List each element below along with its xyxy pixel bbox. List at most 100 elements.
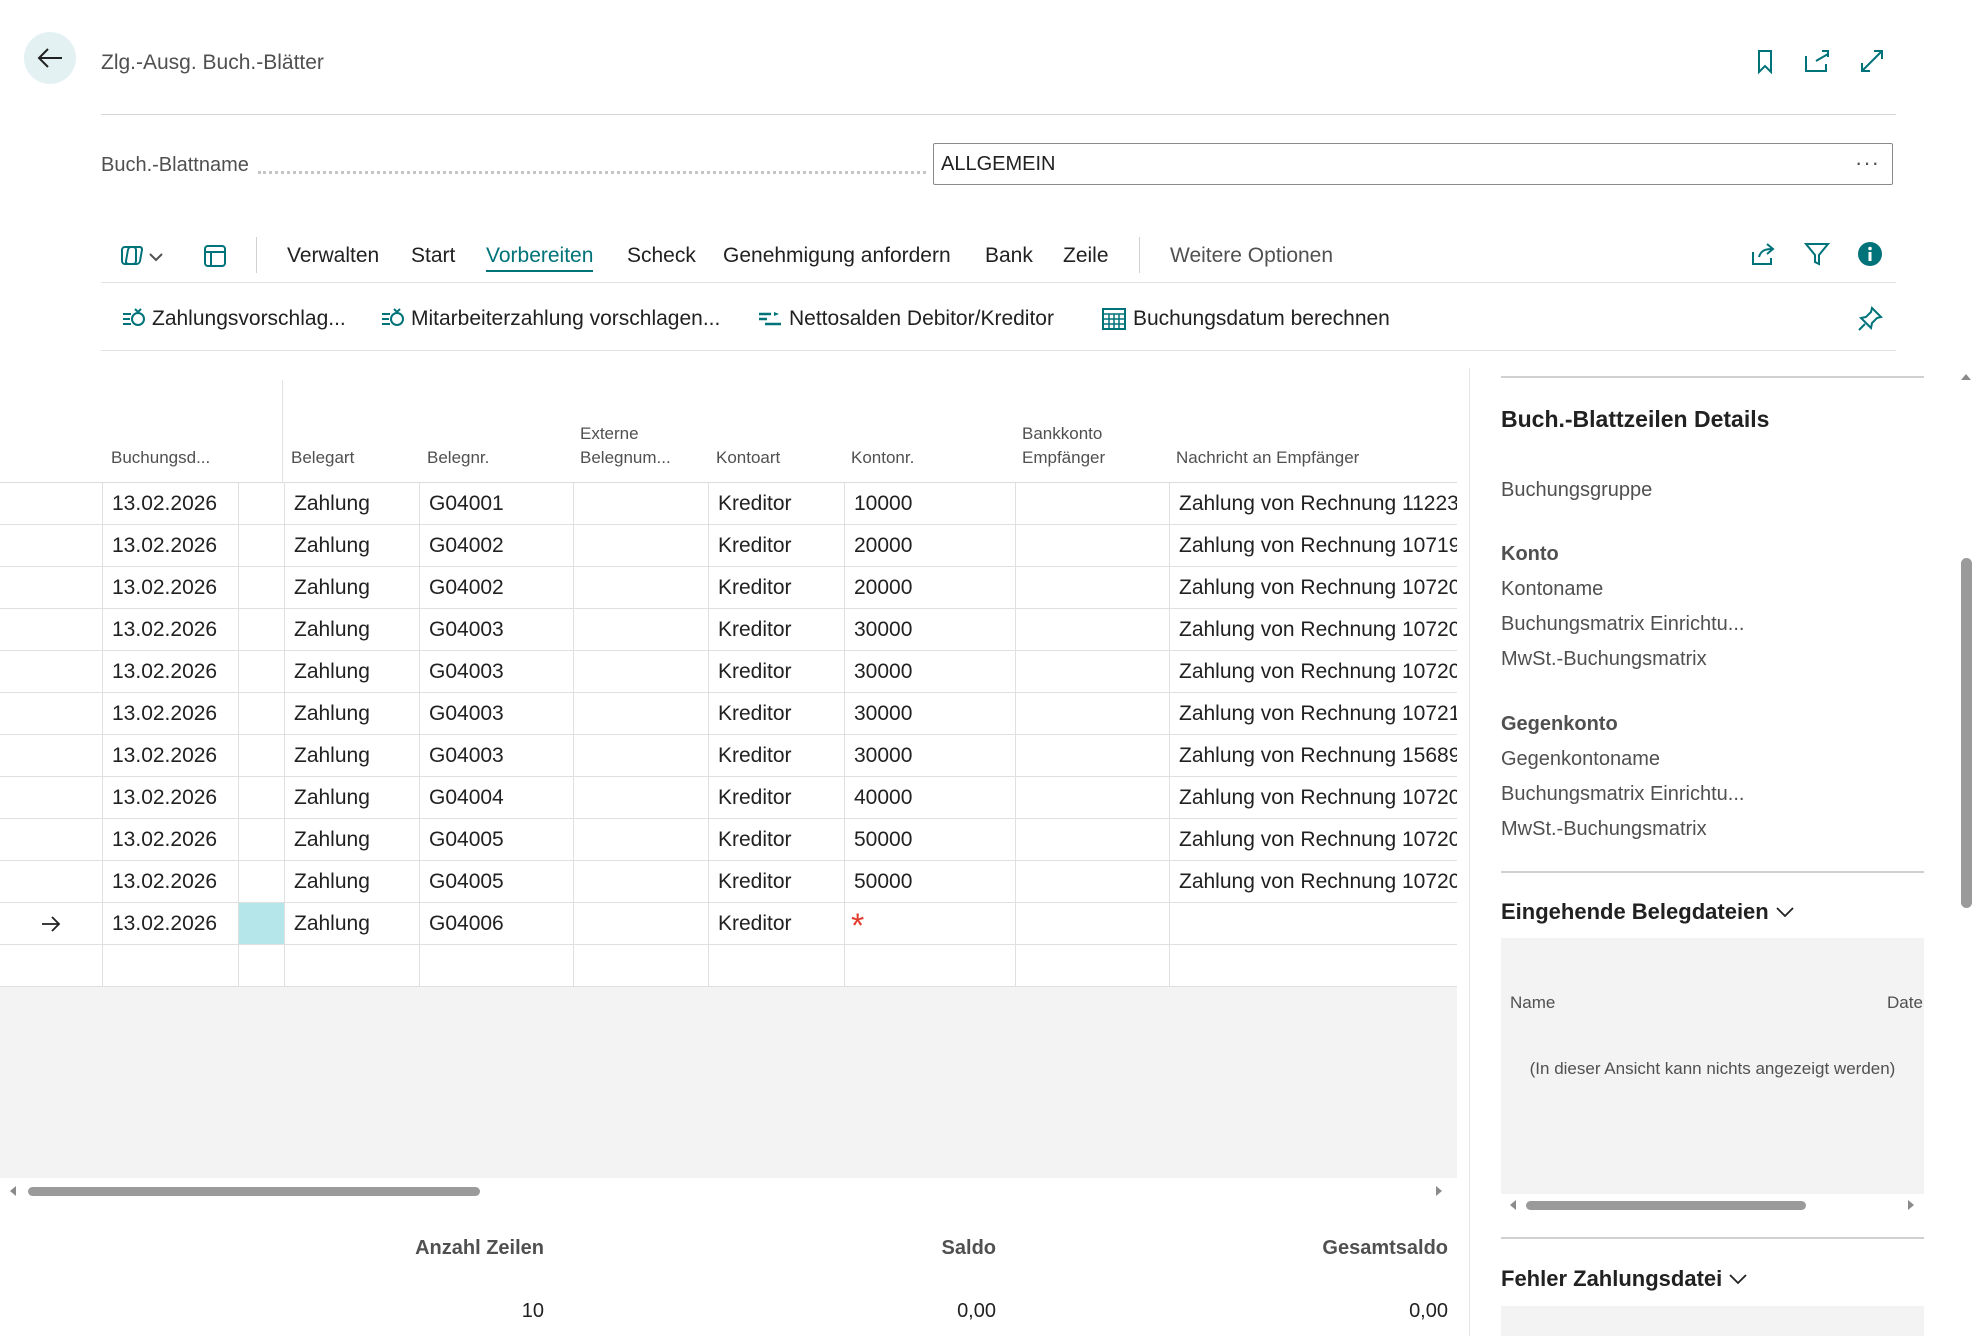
cell-type[interactable]: Zahlung: [284, 819, 419, 860]
cell-marker[interactable]: [238, 483, 284, 524]
cell-empty[interactable]: [284, 945, 419, 986]
cell-acctype[interactable]: Kreditor: [708, 777, 844, 818]
pin-icon[interactable]: [1856, 305, 1884, 333]
table-row[interactable]: 13.02.2026 Zahlung G04005 Kreditor 50000…: [0, 861, 1457, 903]
cell-marker[interactable]: [238, 861, 284, 902]
cell-acc[interactable]: 30000: [844, 735, 1015, 776]
cell-empty[interactable]: [844, 945, 1015, 986]
cell-doc[interactable]: G04003: [419, 693, 573, 734]
cell-acc[interactable]: 30000: [844, 609, 1015, 650]
cell-empty[interactable]: [573, 945, 708, 986]
col-kontoart[interactable]: Kontoart: [716, 448, 781, 467]
table-row[interactable]: 13.02.2026 Zahlung G04003 Kreditor 30000…: [0, 735, 1457, 777]
cell-bank[interactable]: [1015, 567, 1169, 608]
cell-marker[interactable]: [238, 693, 284, 734]
cell-empty[interactable]: [1169, 945, 1457, 986]
cell-doc[interactable]: G04003: [419, 735, 573, 776]
table-row[interactable]: 13.02.2026 Zahlung G04003 Kreditor 30000…: [0, 651, 1457, 693]
lookup-more-button[interactable]: ···: [1855, 150, 1880, 175]
cell-acc-required[interactable]: *: [844, 903, 1015, 944]
table-row[interactable]: 13.02.2026 Zahlung G04005 Kreditor 50000…: [0, 819, 1457, 861]
errors-section-header[interactable]: Fehler Zahlungsdatei: [1501, 1266, 1748, 1292]
table-row-current[interactable]: 13.02.2026 Zahlung G04006 Kreditor *: [0, 903, 1457, 945]
cell-extdoc[interactable]: [573, 567, 708, 608]
menu-more-options[interactable]: Weitere Optionen: [1170, 244, 1334, 267]
cell-acctype[interactable]: Kreditor: [708, 903, 844, 944]
cell-acctype[interactable]: Kreditor: [708, 819, 844, 860]
cell-type[interactable]: Zahlung: [284, 609, 419, 650]
cell-type[interactable]: Zahlung: [284, 483, 419, 524]
table-row[interactable]: 13.02.2026 Zahlung G04003 Kreditor 30000…: [0, 609, 1457, 651]
cell-marker[interactable]: [238, 651, 284, 692]
cell-bank[interactable]: [1015, 483, 1169, 524]
cell-acctype[interactable]: Kreditor: [708, 651, 844, 692]
cell-type[interactable]: Zahlung: [284, 651, 419, 692]
files-col-date[interactable]: Date: [1887, 993, 1923, 1012]
files-col-name[interactable]: Name: [1510, 993, 1556, 1012]
cell-date[interactable]: 13.02.2026: [102, 693, 238, 734]
cell-date[interactable]: 13.02.2026: [102, 777, 238, 818]
cell-acctype[interactable]: Kreditor: [708, 525, 844, 566]
cell-type[interactable]: Zahlung: [284, 525, 419, 566]
cell-extdoc[interactable]: [573, 735, 708, 776]
cell-date[interactable]: 13.02.2026: [102, 609, 238, 650]
cell-marker[interactable]: [238, 819, 284, 860]
cell-bank[interactable]: [1015, 735, 1169, 776]
cell-type[interactable]: Zahlung: [284, 861, 419, 902]
files-horizontal-scrollbar[interactable]: [1508, 1198, 1918, 1212]
open-new-window-icon[interactable]: [1802, 46, 1832, 76]
action-net-balances[interactable]: Nettosalden Debitor/Kreditor: [757, 306, 1054, 332]
cell-doc[interactable]: G04001: [419, 483, 573, 524]
menu-scheck[interactable]: Scheck: [627, 244, 696, 267]
col-buchungsdatum[interactable]: Buchungsd...: [111, 448, 211, 467]
cell-bank[interactable]: [1015, 903, 1169, 944]
cell-extdoc[interactable]: [573, 777, 708, 818]
menu-bank[interactable]: Bank: [985, 244, 1033, 267]
share-icon[interactable]: [1749, 240, 1777, 268]
cell-empty[interactable]: [1015, 945, 1169, 986]
cell-acc[interactable]: 40000: [844, 777, 1015, 818]
table-row[interactable]: 13.02.2026 Zahlung G04002 Kreditor 20000…: [0, 525, 1457, 567]
cell-empty[interactable]: [238, 945, 284, 986]
cell-doc[interactable]: G04002: [419, 525, 573, 566]
scrollbar-thumb[interactable]: [28, 1187, 480, 1196]
cell-date[interactable]: 13.02.2026: [102, 525, 238, 566]
cell-acc[interactable]: 50000: [844, 819, 1015, 860]
cell-extdoc[interactable]: [573, 861, 708, 902]
scroll-right-icon[interactable]: [1906, 1199, 1916, 1211]
table-row[interactable]: 13.02.2026 Zahlung G04004 Kreditor 40000…: [0, 777, 1457, 819]
expand-icon[interactable]: [1857, 46, 1887, 76]
cell-marker[interactable]: [238, 567, 284, 608]
cell-extdoc[interactable]: [573, 693, 708, 734]
cell-msg[interactable]: Zahlung von Rechnung 10720: [1169, 651, 1457, 692]
cell-date[interactable]: 13.02.2026: [102, 735, 238, 776]
cell-date[interactable]: 13.02.2026: [102, 651, 238, 692]
scrollbar-thumb[interactable]: [1961, 558, 1972, 908]
cell-acctype[interactable]: Kreditor: [708, 483, 844, 524]
cell-marker[interactable]: [238, 609, 284, 650]
cell-marker-selected[interactable]: [238, 903, 284, 944]
cell-msg[interactable]: Zahlung von Rechnung 10720: [1169, 861, 1457, 902]
info-icon[interactable]: [1856, 240, 1884, 268]
cell-msg[interactable]: [1169, 903, 1457, 944]
cell-type[interactable]: Zahlung: [284, 693, 419, 734]
col-belegart[interactable]: Belegart: [291, 448, 355, 467]
cell-marker[interactable]: [238, 525, 284, 566]
table-row[interactable]: 13.02.2026 Zahlung G04003 Kreditor 30000…: [0, 693, 1457, 735]
cell-doc[interactable]: G04004: [419, 777, 573, 818]
scroll-left-icon[interactable]: [8, 1185, 18, 1197]
layout-icon[interactable]: [202, 243, 228, 269]
cell-date[interactable]: 13.02.2026: [102, 861, 238, 902]
cell-msg[interactable]: Zahlung von Rechnung 10720: [1169, 819, 1457, 860]
cell-bank[interactable]: [1015, 609, 1169, 650]
col-bankkonto-empfaenger[interactable]: Bankkonto Empfänger: [1022, 422, 1105, 470]
cell-msg[interactable]: Zahlung von Rechnung 10720: [1169, 609, 1457, 650]
cell-msg[interactable]: Zahlung von Rechnung 10721: [1169, 693, 1457, 734]
cell-acc[interactable]: 30000: [844, 693, 1015, 734]
table-row-empty[interactable]: [0, 945, 1457, 987]
menu-start[interactable]: Start: [411, 244, 456, 267]
cell-doc[interactable]: G04006: [419, 903, 573, 944]
col-kontonr[interactable]: Kontonr.: [851, 448, 915, 467]
cell-acctype[interactable]: Kreditor: [708, 693, 844, 734]
cell-acctype[interactable]: Kreditor: [708, 861, 844, 902]
